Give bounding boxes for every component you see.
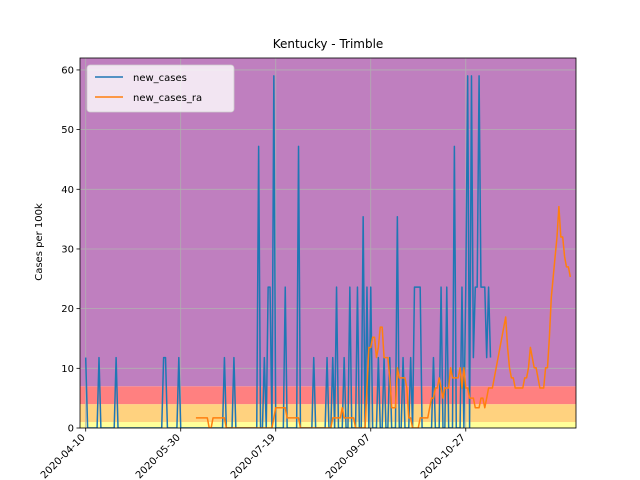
- legend: new_cases new_cases_ra: [86, 64, 235, 113]
- chart-title: Kentucky - Trimble: [273, 37, 384, 51]
- legend-box: [86, 64, 235, 113]
- risk-band-0: [80, 422, 576, 428]
- y-tick-label: 40: [61, 185, 74, 196]
- y-tick-label: 30: [61, 244, 74, 255]
- y-tick-label: 60: [61, 65, 74, 76]
- y-tick-label: 10: [61, 364, 74, 375]
- y-tick-label: 50: [61, 125, 74, 136]
- series-layer: [84, 75, 572, 428]
- legend-label-new_cases_ra: new_cases_ra: [133, 93, 202, 104]
- y-axis: 0 10 20 30 40 50 60: [61, 65, 80, 435]
- legend-label-new_cases: new_cases: [133, 73, 187, 84]
- series-line-new_cases_ra: [195, 205, 572, 428]
- risk-band-3: [80, 58, 576, 387]
- y-tick-label: 0: [68, 424, 74, 435]
- y-axis-label: Cases per 100k: [34, 203, 45, 281]
- y-tick-label: 20: [61, 304, 74, 315]
- plot-frame: [79, 57, 577, 429]
